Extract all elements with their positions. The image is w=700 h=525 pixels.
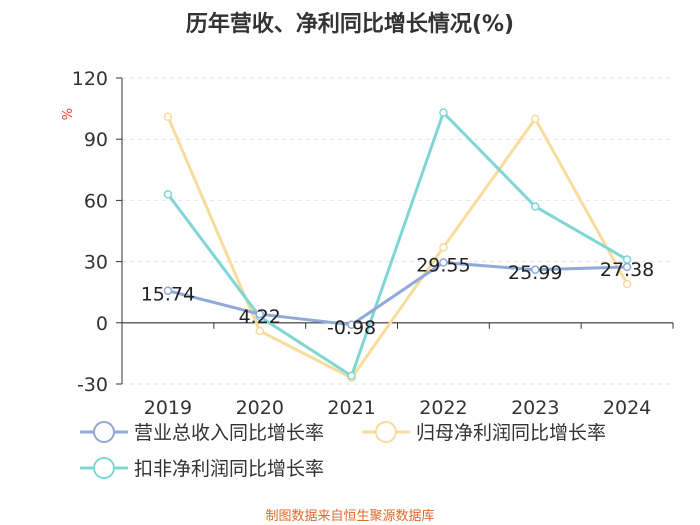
data-labels: 15.74 4.22 -0.98 29.55 25.99 27.38	[141, 255, 655, 339]
legend-marker	[375, 421, 397, 443]
y-gridlines	[116, 77, 673, 385]
y-tick-label: 60	[84, 190, 108, 212]
y-tick-labels: -30 0 30 60 90 120	[72, 68, 108, 396]
x-tick-label: 2022	[419, 397, 467, 419]
legend-label: 扣非净利润同比增长率	[134, 458, 324, 480]
x-tick-label: 2024	[603, 397, 651, 419]
y-tick-label: 90	[84, 129, 108, 151]
legend-label: 营业总收入同比增长率	[134, 422, 324, 444]
data-label: 25.99	[508, 262, 562, 284]
data-point	[255, 309, 264, 319]
x-tick-label: 2023	[511, 397, 559, 419]
legend-marker	[93, 457, 115, 479]
data-point	[163, 286, 173, 295]
data-point	[439, 258, 448, 267]
data-point	[163, 190, 173, 199]
x-tick-label: 2020	[236, 397, 284, 419]
data-label: 15.74	[141, 284, 195, 306]
x-tick-label: 2021	[327, 397, 375, 419]
data-point	[163, 112, 173, 122]
x-tick-label: 2019	[144, 397, 192, 419]
data-point	[439, 243, 448, 252]
y-axis-label: %	[61, 108, 76, 120]
y-tick-label: 0	[96, 313, 108, 335]
legend-marker	[93, 421, 115, 443]
series-line	[167, 261, 628, 327]
legend-item: 营业总收入同比增长率	[80, 421, 324, 444]
data-point	[531, 265, 540, 275]
source-footer: 制图数据来自恒生聚源数据库	[265, 509, 435, 524]
data-label: 29.55	[416, 255, 470, 277]
data-point	[622, 262, 632, 272]
legend-item: 扣非净利润同比增长率	[80, 457, 324, 480]
data-point	[622, 279, 632, 289]
data-point	[439, 108, 448, 117]
data-point	[531, 202, 540, 211]
x-tick-labels: 2019 2020 2021 2022 2023 2024	[144, 397, 652, 419]
y-tick-label: -30	[77, 374, 108, 396]
y-tick-label: 120	[72, 68, 108, 90]
y-tick-label: 30	[84, 252, 108, 274]
data-point	[347, 320, 356, 330]
series-line	[166, 111, 628, 378]
data-point	[347, 371, 356, 381]
legend-item: 归母净利润同比增长率	[362, 421, 606, 444]
axes	[121, 78, 674, 384]
data-label: 27.38	[600, 259, 654, 281]
data-point	[255, 326, 264, 336]
legend-label: 归母净利润同比增长率	[416, 422, 606, 444]
series-lines	[163, 108, 632, 383]
chart-title: 历年营收、净利同比增长情况(%)	[185, 12, 515, 37]
data-label: 4.22	[239, 306, 281, 328]
data-label: -0.98	[327, 317, 376, 339]
data-point	[531, 114, 540, 124]
